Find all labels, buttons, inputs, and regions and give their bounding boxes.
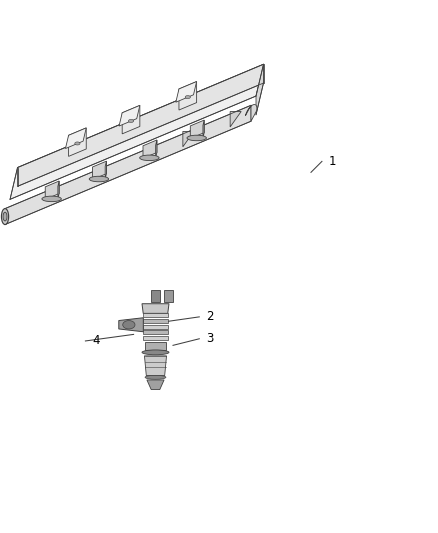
Polygon shape	[145, 342, 166, 350]
Polygon shape	[142, 304, 169, 313]
Polygon shape	[5, 106, 251, 224]
Text: 4: 4	[92, 335, 100, 348]
Polygon shape	[58, 181, 59, 199]
Polygon shape	[119, 106, 140, 126]
Ellipse shape	[89, 176, 109, 182]
Ellipse shape	[185, 95, 191, 99]
Polygon shape	[122, 106, 140, 134]
Polygon shape	[256, 64, 264, 115]
Polygon shape	[143, 330, 168, 334]
Polygon shape	[143, 319, 168, 323]
Polygon shape	[245, 104, 257, 121]
Ellipse shape	[145, 375, 166, 379]
Ellipse shape	[42, 196, 61, 201]
Polygon shape	[143, 140, 157, 158]
Polygon shape	[143, 336, 168, 340]
Ellipse shape	[128, 119, 134, 123]
Polygon shape	[203, 120, 204, 138]
Polygon shape	[105, 161, 106, 179]
Ellipse shape	[123, 320, 135, 329]
Polygon shape	[147, 380, 164, 390]
Polygon shape	[10, 64, 264, 199]
Polygon shape	[191, 120, 204, 139]
Polygon shape	[176, 82, 197, 102]
Polygon shape	[155, 140, 157, 158]
Polygon shape	[143, 313, 168, 317]
Polygon shape	[119, 318, 143, 332]
Polygon shape	[151, 290, 160, 302]
Ellipse shape	[3, 212, 7, 221]
Ellipse shape	[142, 350, 169, 355]
Polygon shape	[45, 181, 59, 199]
Ellipse shape	[1, 208, 9, 224]
Ellipse shape	[140, 155, 159, 160]
Ellipse shape	[75, 142, 80, 145]
Text: 2: 2	[206, 310, 214, 324]
Ellipse shape	[187, 135, 206, 141]
Polygon shape	[164, 290, 173, 302]
Polygon shape	[179, 82, 197, 110]
Text: 3: 3	[207, 332, 214, 345]
Polygon shape	[145, 356, 166, 376]
Polygon shape	[65, 128, 86, 149]
Polygon shape	[92, 161, 106, 180]
Polygon shape	[183, 131, 194, 147]
Polygon shape	[18, 64, 264, 187]
Polygon shape	[69, 128, 86, 156]
Polygon shape	[230, 111, 241, 127]
Text: 1: 1	[329, 155, 337, 168]
Polygon shape	[143, 325, 168, 329]
